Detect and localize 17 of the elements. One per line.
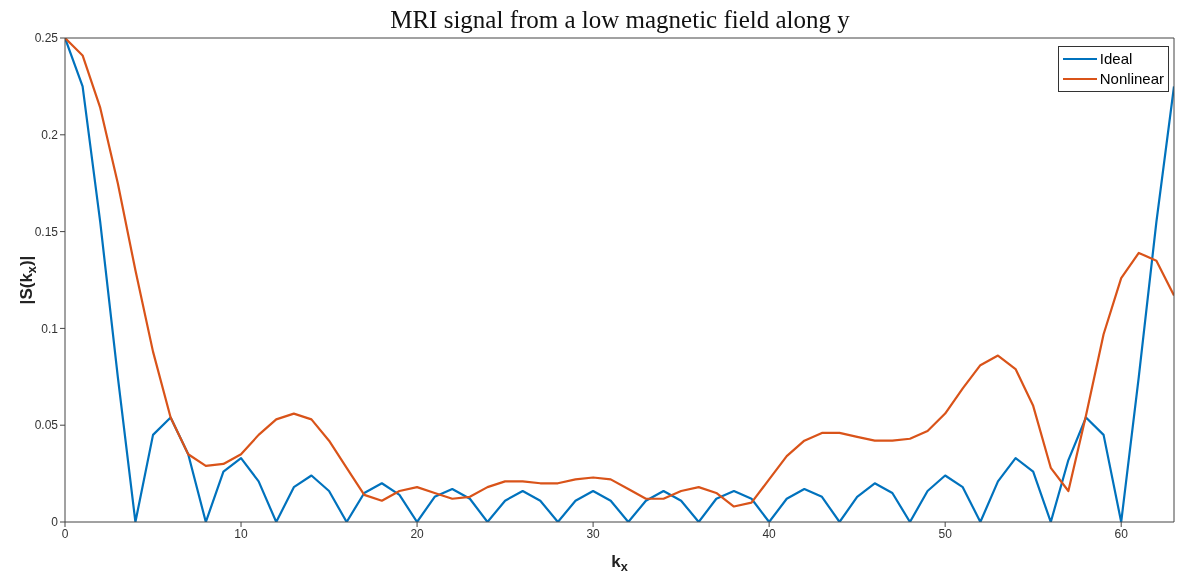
- chart-title: MRI signal from a low magnetic field along y: [390, 6, 851, 33]
- y-tick-label: 0.25: [34, 31, 59, 46]
- x-tick-label: 60: [1114, 526, 1129, 541]
- y-tick-label: 0: [51, 515, 59, 530]
- y-tick-label: 0.05: [34, 418, 59, 433]
- x-tick-label: 40: [762, 526, 777, 541]
- legend-label: Nonlinear: [1099, 69, 1164, 89]
- x-tick-label: 20: [410, 526, 425, 541]
- x-tick-label: 50: [938, 526, 953, 541]
- y-tick-label: 0.15: [34, 224, 59, 239]
- legend-label: Ideal: [1099, 49, 1133, 69]
- y-tick-label: 0.1: [41, 321, 59, 336]
- x-axis-title: k$_{x}$: [611, 552, 628, 574]
- x-tick-label: 0: [61, 526, 69, 541]
- y-tick-label: 0.2: [41, 128, 59, 143]
- x-tick-label: 10: [234, 526, 249, 541]
- x-tick-label: 30: [586, 526, 601, 541]
